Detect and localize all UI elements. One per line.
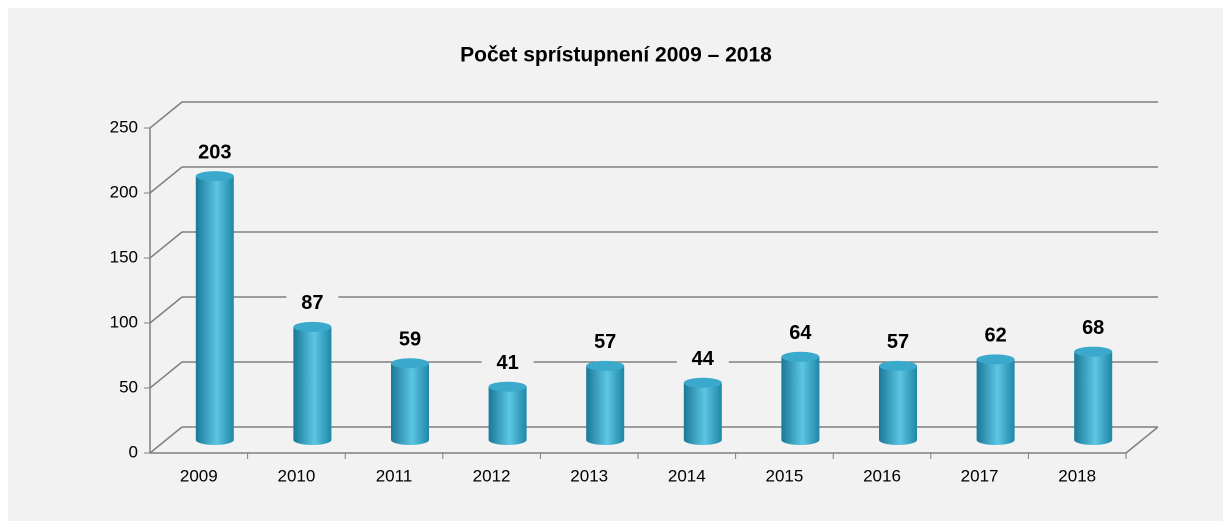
- y-tick-label: 0: [129, 442, 138, 461]
- bar-part: [391, 363, 429, 445]
- x-tick-label: 2018: [1058, 466, 1096, 485]
- y-tick-label: 50: [119, 377, 138, 396]
- x-tick-label: 2014: [668, 466, 706, 485]
- bar-part: [488, 386, 527, 445]
- value-label: 41: [496, 352, 518, 374]
- bar-part: [293, 326, 332, 445]
- value-label: 68: [1082, 317, 1104, 339]
- bar-part: [879, 365, 917, 445]
- value-label: 57: [594, 331, 616, 353]
- bar-part: [1074, 346, 1113, 357]
- bar-part: [683, 377, 722, 388]
- bar-part: [976, 359, 1015, 445]
- value-label-bg: [1067, 315, 1120, 340]
- grid-line: [149, 101, 183, 129]
- bar: [683, 377, 722, 445]
- bar: [195, 171, 234, 445]
- value-label: 87: [301, 292, 323, 314]
- floor-edge: [1125, 426, 1159, 454]
- bar-part: [391, 358, 429, 369]
- value-label: 57: [887, 331, 909, 353]
- value-label: 62: [984, 325, 1006, 347]
- bar: [976, 354, 1015, 445]
- bar: [781, 351, 820, 445]
- bar: [293, 321, 332, 445]
- bar-part: [586, 365, 625, 445]
- value-label-bg: [676, 346, 729, 371]
- y-tick-label: 150: [110, 247, 138, 266]
- bar-part: [586, 360, 625, 371]
- value-label: 203: [198, 141, 231, 163]
- value-label-bg: [774, 320, 827, 345]
- bar-part: [879, 360, 917, 371]
- value-label-bg: [384, 327, 436, 352]
- bar-part: [781, 351, 820, 362]
- bar-part: [683, 382, 722, 445]
- bar-part: [781, 356, 820, 445]
- value-label-bg: [188, 140, 241, 165]
- x-tick-label: 2011: [376, 466, 413, 485]
- grid-line: [149, 361, 183, 389]
- value-label-bg: [579, 329, 632, 354]
- bar-part: [976, 354, 1015, 365]
- x-tick-label: 2012: [473, 466, 511, 485]
- chart-title: Počet sprístupnení 2009 – 2018: [460, 44, 772, 67]
- x-tick-label: 2017: [961, 466, 999, 485]
- bar-part: [293, 321, 332, 332]
- y-tick-label: 100: [110, 312, 138, 331]
- value-label-bg: [969, 323, 1022, 348]
- x-tick-label: 2013: [570, 466, 608, 485]
- bar: [879, 360, 917, 445]
- value-label-bg: [481, 350, 534, 375]
- x-tick-label: 2015: [765, 466, 803, 485]
- bar-part: [195, 176, 234, 445]
- bar: [488, 381, 527, 445]
- bar: [1074, 346, 1113, 445]
- y-tick-label: 200: [110, 182, 138, 201]
- grid-line: [149, 231, 183, 259]
- bar-part: [195, 171, 234, 182]
- x-tick-label: 2010: [277, 466, 315, 485]
- value-label-bg: [286, 290, 339, 315]
- bar-part: [488, 381, 527, 392]
- grid-line: [149, 426, 183, 454]
- value-label: 44: [692, 348, 715, 370]
- value-label: 59: [399, 329, 421, 351]
- x-tick-label: 2009: [180, 466, 218, 485]
- bar-part: [1074, 351, 1113, 445]
- value-label-bg: [872, 329, 924, 354]
- bar: [586, 360, 625, 445]
- value-label: 64: [789, 322, 812, 344]
- grid-line: [149, 166, 183, 194]
- y-tick-label: 250: [110, 117, 138, 136]
- bar: [391, 358, 429, 445]
- grid-line: [149, 296, 183, 324]
- x-tick-label: 2016: [863, 466, 901, 485]
